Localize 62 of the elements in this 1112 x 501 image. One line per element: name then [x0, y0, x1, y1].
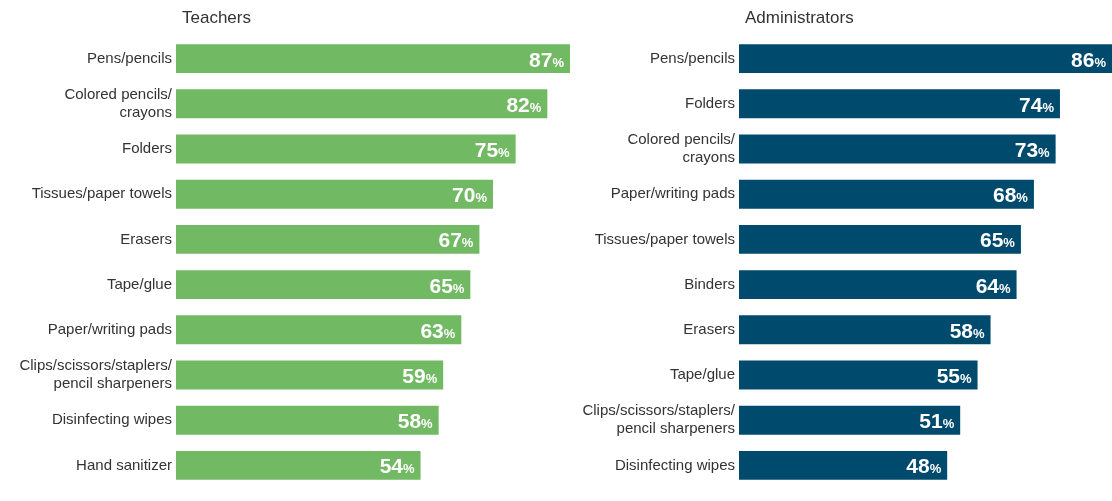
y-tick-label: Paper/writing pads [47, 319, 172, 337]
bar [176, 360, 444, 390]
data-label: 63% [420, 318, 456, 342]
y-tick-label: Folders [121, 139, 172, 157]
y-tick-label: Disinfecting wipes [51, 410, 172, 428]
bar [739, 405, 961, 435]
y-tick-label: Disinfecting wipes [614, 455, 735, 473]
y-tick-label: Pens/pencils [649, 48, 735, 66]
data-label: 70% [452, 183, 488, 207]
data-label: 58% [949, 318, 985, 342]
data-label: 74% [1019, 92, 1055, 116]
bar [739, 360, 978, 390]
bar [739, 270, 1017, 300]
y-tick-label: Pens/pencils [86, 48, 172, 66]
chart-title: Administrators [745, 8, 854, 28]
data-label: 86% [1071, 47, 1107, 71]
y-tick-label: Erasers [683, 319, 735, 337]
y-tick-label: Tissues/paper towels [31, 184, 172, 202]
data-label: 65% [429, 273, 465, 297]
y-tick-label: Binders [684, 274, 735, 292]
data-label: 65% [980, 228, 1016, 252]
data-label: 68% [993, 183, 1029, 207]
bar [176, 315, 462, 345]
data-label: 51% [919, 409, 955, 433]
y-tick-label: Tape/glue [106, 274, 172, 292]
y-tick-label: Paper/writing pads [610, 184, 735, 202]
bar [176, 134, 516, 164]
bar [739, 315, 991, 345]
bar [176, 89, 548, 119]
bar [739, 134, 1056, 164]
bar [739, 89, 1060, 119]
data-label: 73% [1014, 138, 1051, 161]
data-label: 82% [506, 92, 542, 116]
y-tick-label: Hand sanitizer [76, 455, 172, 473]
data-label: 87% [529, 47, 565, 71]
bar [176, 450, 421, 480]
bar [176, 405, 439, 435]
y-tick-label: Erasers [120, 229, 172, 247]
data-label: 64% [975, 273, 1012, 297]
bar [176, 270, 471, 300]
y-tick-label: Tissues/paper towels [594, 229, 735, 247]
y-tick-label: Colored pencils/ crayons [64, 84, 173, 120]
y-tick-label: Clips/scissors/staplers/ pencil sharpeners [582, 401, 736, 437]
data-label: 54% [379, 454, 415, 478]
bar [739, 179, 1034, 209]
chart-title: Teachers [182, 8, 251, 28]
bar [739, 44, 1112, 74]
y-tick-label: Colored pencils/ crayons [627, 130, 736, 166]
data-label: 75% [474, 138, 511, 161]
data-label: 59% [402, 364, 438, 387]
bar [739, 224, 1021, 254]
data-label: 67% [438, 228, 474, 252]
bar [176, 179, 494, 209]
y-tick-label: Folders [684, 93, 735, 111]
bar [739, 450, 948, 480]
data-label: 55% [936, 364, 972, 387]
bar [176, 224, 480, 254]
y-tick-label: Tape/glue [669, 365, 735, 383]
data-label: 48% [906, 454, 942, 478]
y-tick-label: Clips/scissors/staplers/ pencil sharpeners [19, 356, 173, 392]
data-label: 58% [397, 409, 434, 433]
bar [176, 44, 570, 74]
